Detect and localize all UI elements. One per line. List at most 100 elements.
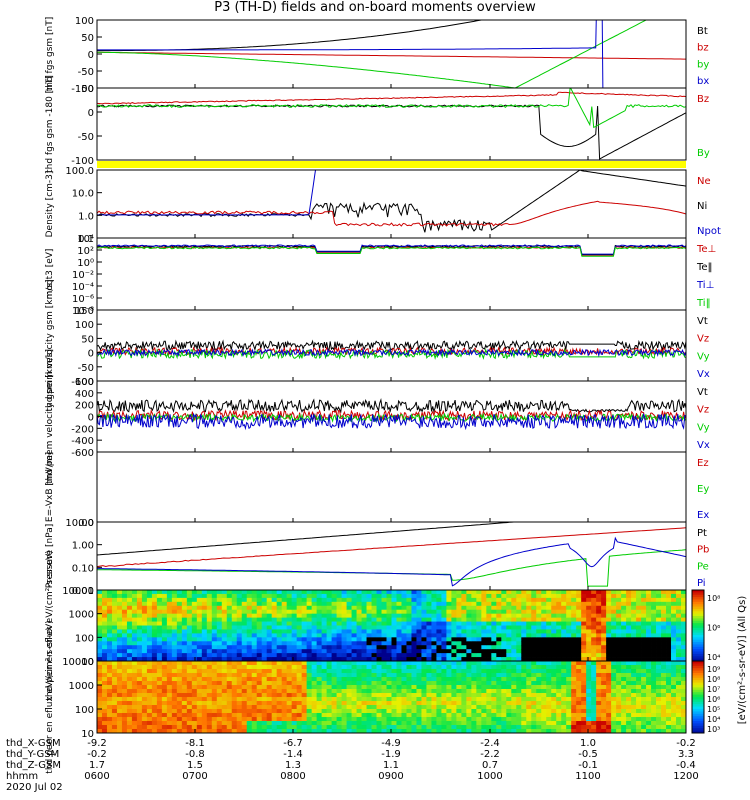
- spectrogram-cell: [496, 613, 502, 619]
- spectrogram-cell: [341, 597, 347, 603]
- spectrogram-cell: [121, 597, 128, 603]
- spectrogram-cell: [416, 637, 422, 642]
- spectrogram-cell: [321, 617, 328, 622]
- spectrogram-cell: [121, 649, 128, 654]
- spectrogram-cell: [411, 641, 417, 646]
- spectrogram-cell: [371, 637, 377, 642]
- colorbar-step: [692, 597, 704, 600]
- colorbar-step: [692, 656, 704, 660]
- spectrogram-cell: [266, 709, 273, 714]
- spectrogram-cell: [391, 717, 397, 722]
- spectrogram-cell: [521, 717, 527, 722]
- spectrogram-cell: [621, 717, 627, 722]
- spectrogram-cell: [566, 689, 572, 694]
- spectrogram-cell: [381, 709, 387, 714]
- spectrogram-cell: [601, 653, 607, 658]
- spectrogram-cell: [116, 657, 123, 662]
- spectrogram-cell: [276, 625, 283, 630]
- spectrogram-cell: [281, 721, 288, 726]
- spectrogram-cell: [466, 653, 472, 658]
- spectrogram-cell: [451, 629, 457, 634]
- spectrogram-cell: [266, 601, 273, 607]
- spectrogram-cell: [421, 701, 427, 706]
- spectrogram-cell: [481, 605, 487, 611]
- spectrogram-cell: [301, 597, 308, 603]
- spectrogram-cell: [406, 601, 412, 607]
- spectrogram-cell: [486, 625, 492, 630]
- spectrogram-cell: [161, 601, 168, 607]
- spectrogram-cell: [576, 629, 582, 634]
- spectrogram-cell: [451, 665, 457, 670]
- spectrogram-cell: [201, 593, 208, 599]
- spectrogram-cell: [321, 633, 328, 638]
- spectrogram-cell: [531, 677, 537, 682]
- spectrogram-cell: [281, 693, 288, 698]
- spectrogram-cell: [436, 689, 442, 694]
- spectrogram-cell: [161, 590, 168, 595]
- spectrogram-cell: [476, 657, 482, 662]
- spectrogram-cell: [421, 613, 427, 619]
- spectrogram-cell: [216, 605, 223, 611]
- spectrogram-cell: [661, 685, 667, 690]
- spectrogram-cell: [496, 593, 502, 599]
- spectrogram-cell: [281, 605, 288, 611]
- spectrogram-cell: [151, 645, 158, 650]
- spectrogram-cell: [571, 601, 577, 607]
- spectrogram-cell: [166, 629, 173, 634]
- spectrogram-cell: [511, 593, 517, 599]
- spectrogram-cell: [231, 705, 238, 710]
- spectrogram-cell: [646, 641, 652, 646]
- spectrogram-cell: [241, 661, 248, 666]
- y-tick-label: 0.01: [72, 586, 94, 597]
- spectrogram-cell: [321, 677, 328, 682]
- spectrogram-cell: [306, 693, 313, 698]
- spectrogram-cell: [111, 681, 118, 686]
- spectrogram-cell: [581, 637, 587, 642]
- spectrogram-cell: [541, 641, 547, 646]
- spectrogram-cell: [356, 617, 362, 622]
- spectrogram-cell: [241, 681, 248, 686]
- spectrogram-cell: [586, 673, 592, 678]
- spectrogram-cell: [581, 645, 587, 650]
- spectrogram-cell: [416, 677, 422, 682]
- spectrogram-cell: [461, 653, 467, 658]
- spectrogram-cell: [286, 609, 293, 615]
- spectrogram-cell: [591, 629, 597, 634]
- spectrogram-cell: [561, 653, 567, 658]
- spectrogram-cell: [441, 590, 447, 595]
- spectrogram-cell: [671, 673, 677, 678]
- y-axis-label: thd peer en eflux eV/(cm²-s-sr-eV): [45, 620, 55, 773]
- spectrogram-cell: [111, 637, 118, 642]
- spectrogram-cell: [136, 705, 143, 710]
- spectrogram-cell: [446, 705, 452, 710]
- spectrogram-cell: [406, 593, 412, 599]
- spectrogram-cell: [481, 601, 487, 607]
- spectrogram-cell: [391, 597, 397, 603]
- spectrogram-cell: [446, 601, 452, 607]
- spectrogram-cell: [656, 590, 662, 595]
- spectrogram-cell: [396, 629, 402, 634]
- panel-7-frame: [96, 451, 687, 523]
- spectrogram-cell: [526, 701, 532, 706]
- spectrogram-cell: [361, 645, 367, 650]
- spectrogram-cell: [536, 701, 542, 706]
- spectrogram-cell: [331, 621, 337, 626]
- spectrogram-cell: [97, 601, 103, 607]
- spectrogram-cell: [286, 613, 293, 619]
- spectrogram-cell: [556, 681, 562, 686]
- spectrogram-cell: [506, 605, 512, 611]
- spectrogram-cell: [221, 593, 228, 599]
- spectrogram-cell: [566, 629, 572, 634]
- spectrogram-cell: [116, 717, 123, 722]
- spectrogram-cell: [546, 685, 552, 690]
- spectrogram-cell: [436, 725, 442, 730]
- spectrogram-cell: [481, 713, 487, 718]
- spectrogram-cell: [181, 629, 188, 634]
- spectrogram-cell: [306, 709, 313, 714]
- spectrogram-cell: [666, 597, 672, 603]
- y-tick-label: 50: [81, 334, 94, 345]
- spectrogram-cell: [271, 645, 278, 650]
- spectrogram-cell: [296, 697, 303, 702]
- spectrogram-cell: [501, 669, 507, 674]
- spectrogram-cell: [631, 669, 637, 674]
